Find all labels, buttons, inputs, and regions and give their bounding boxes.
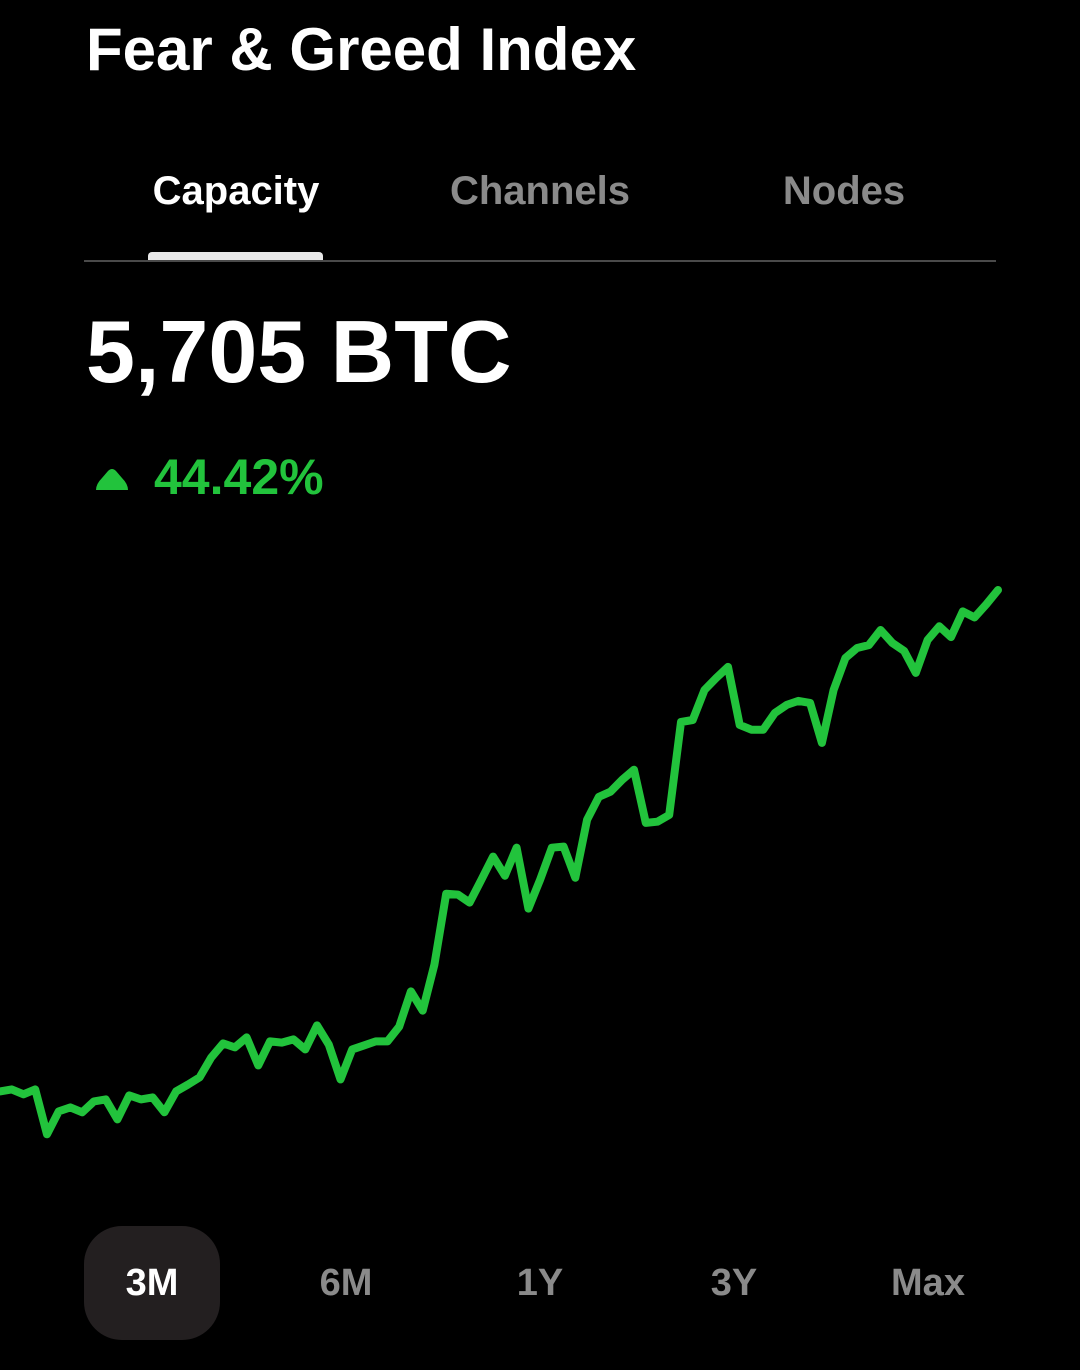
- metric-change: 44.42%: [154, 449, 324, 505]
- capacity-line: [0, 586, 1002, 1139]
- range-button[interactable]: 3M: [84, 1226, 220, 1340]
- tab-indicator: [148, 252, 323, 260]
- page-title: Fear & Greed Index: [86, 16, 637, 83]
- range-button[interactable]: Max: [891, 1261, 965, 1304]
- tab[interactable]: Nodes: [782, 169, 906, 213]
- range-button[interactable]: 3Y: [710, 1261, 758, 1304]
- line-chart: [0, 586, 1002, 1139]
- tab[interactable]: Channels: [449, 169, 631, 213]
- tab[interactable]: Capacity: [152, 169, 320, 213]
- metric-value: 5,705 BTC: [86, 302, 512, 401]
- range-selector: 3M 6M 1Y 3Y Max: [84, 1226, 996, 1340]
- up-icon: [96, 469, 128, 490]
- range-button[interactable]: 1Y: [516, 1261, 564, 1304]
- tab-bar: Capacity Channels Nodes: [84, 160, 996, 262]
- range-button[interactable]: 6M: [319, 1261, 373, 1304]
